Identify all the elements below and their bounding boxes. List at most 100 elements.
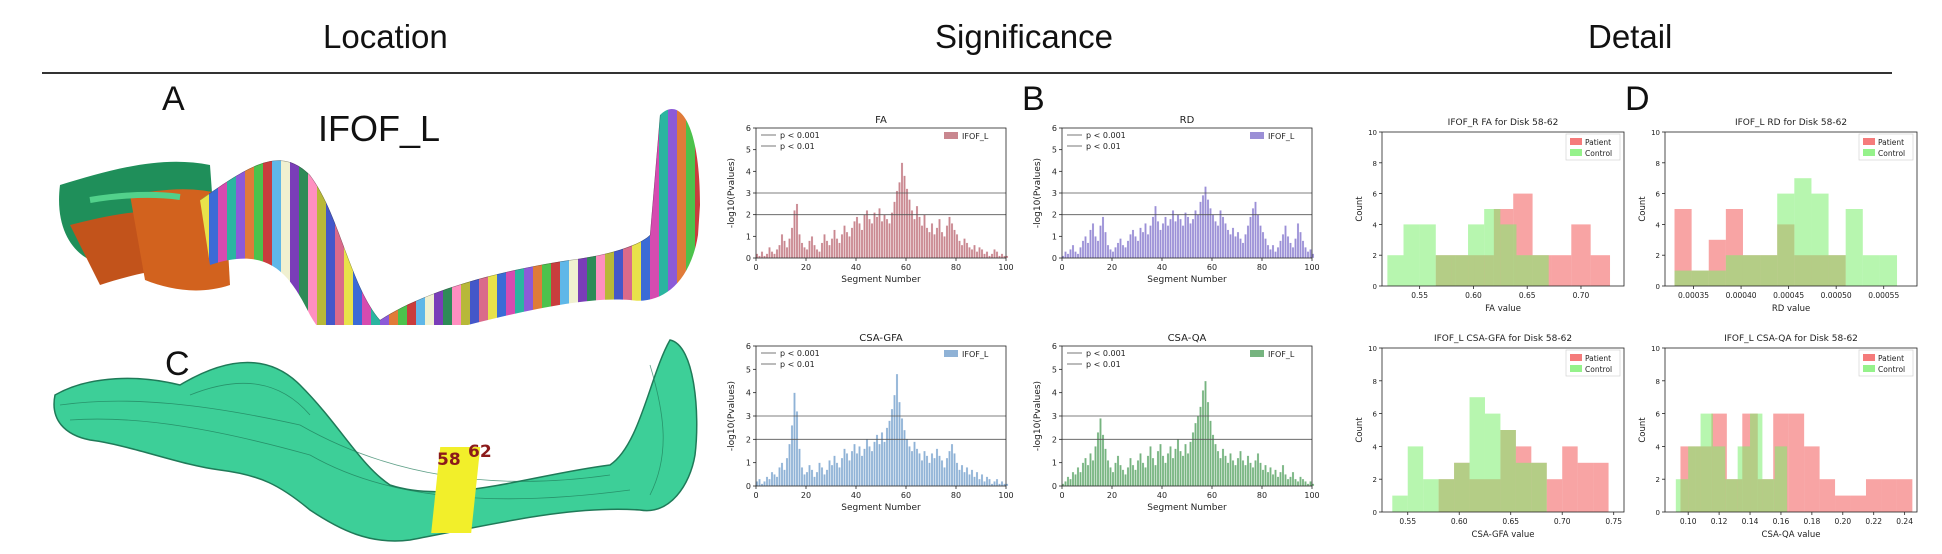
x-tick-label: 60 (1207, 263, 1217, 272)
bar (1174, 448, 1177, 487)
control-bar (1862, 255, 1880, 286)
x-tick-label: 60 (1207, 491, 1217, 500)
x-tick-label: 0 (753, 491, 758, 500)
bar (838, 467, 841, 487)
tract-stripe (560, 109, 569, 325)
bar (1271, 474, 1275, 487)
tract-stripe (515, 109, 524, 325)
panel-letter-c: C (165, 345, 190, 383)
bar (940, 460, 944, 487)
tract-stripe (470, 109, 479, 325)
bar (1124, 247, 1127, 259)
legend-label-control: Control (1878, 365, 1905, 374)
legend-label-patient: Patient (1878, 138, 1904, 147)
control-bar (1750, 413, 1763, 512)
x-tick-label: 0.60 (1451, 517, 1468, 526)
y-tick-label: 4 (1373, 221, 1378, 229)
bar (1206, 401, 1210, 487)
y-axis-label: -log10(Pvalues) (727, 381, 737, 451)
y-tick-label: 10 (1368, 129, 1377, 137)
control-bar (1387, 255, 1404, 286)
bar (1154, 205, 1157, 259)
bar (1074, 251, 1077, 259)
bar (905, 188, 909, 259)
segment-marker-end: 62 (468, 442, 492, 462)
bar (1121, 469, 1125, 487)
bar (1096, 240, 1100, 259)
bar (858, 223, 861, 259)
tract-stripe (668, 109, 677, 325)
bar (938, 218, 941, 259)
x-tick-label: 40 (851, 491, 861, 500)
bar (1249, 462, 1252, 487)
legend-swatch (944, 132, 958, 139)
y-tick-label: 0 (1052, 482, 1057, 491)
bar (1294, 478, 1297, 487)
bar (933, 234, 936, 259)
plot-frame (1664, 347, 1918, 513)
bar (1261, 469, 1265, 487)
control-bar (1811, 193, 1829, 286)
control-bar (1407, 446, 1424, 512)
y-tick-label: 6 (1656, 191, 1661, 199)
bar (1101, 216, 1105, 259)
bar (1126, 467, 1130, 487)
bar (1199, 201, 1202, 259)
bar (855, 453, 859, 487)
patient-bar (1850, 495, 1866, 512)
tract-stripe (344, 109, 353, 325)
bar (958, 240, 961, 259)
tract-stripe (272, 109, 281, 325)
bar (1201, 390, 1205, 487)
bar (955, 462, 959, 487)
legend-label: p < 0.001 (780, 131, 820, 140)
bar (898, 182, 901, 259)
bar (940, 231, 944, 259)
bar (1289, 476, 1292, 487)
bar (1301, 240, 1305, 259)
bar (1199, 406, 1202, 487)
bar (1174, 221, 1177, 259)
bar (800, 242, 804, 259)
bar (1176, 214, 1180, 259)
bar (1106, 460, 1110, 487)
bar (985, 476, 989, 487)
control-bar (1454, 462, 1470, 512)
x-tick-label: 40 (1157, 263, 1167, 272)
bar (1166, 453, 1170, 487)
bar (1204, 186, 1207, 259)
bar (945, 225, 949, 259)
bar (1264, 238, 1267, 259)
y-tick-label: 5 (746, 365, 751, 374)
bar (985, 251, 989, 259)
bar (840, 457, 844, 487)
y-tick-label: 5 (746, 146, 751, 155)
bar (1191, 432, 1195, 487)
bar (1246, 225, 1250, 259)
patient-bar (1674, 209, 1692, 286)
bar (1184, 212, 1187, 259)
bar (1116, 242, 1120, 259)
bar (1181, 225, 1185, 259)
tract-stripe (299, 109, 308, 325)
tract-image-highlighted (53, 339, 698, 542)
y-tick-label: 1 (1052, 232, 1057, 241)
y-axis-label: -log10(Pvalues) (1033, 158, 1043, 228)
x-tick-label: 80 (951, 263, 961, 272)
bar (1211, 434, 1215, 487)
bar (1000, 481, 1004, 487)
bar (1076, 253, 1080, 259)
tract-body (53, 339, 698, 542)
histogram-title: IFOF_L CSA-GFA for Disk 58-62 (1434, 334, 1572, 344)
bar (810, 236, 814, 259)
legend-label-patient: Patient (1878, 354, 1904, 363)
tract-stripe (209, 109, 218, 325)
bar (1266, 471, 1270, 487)
y-tick-label: 4 (1656, 221, 1661, 229)
bar (803, 474, 806, 487)
bar (770, 251, 774, 259)
bar (808, 240, 811, 259)
bar (1256, 453, 1260, 487)
bar (843, 448, 846, 487)
